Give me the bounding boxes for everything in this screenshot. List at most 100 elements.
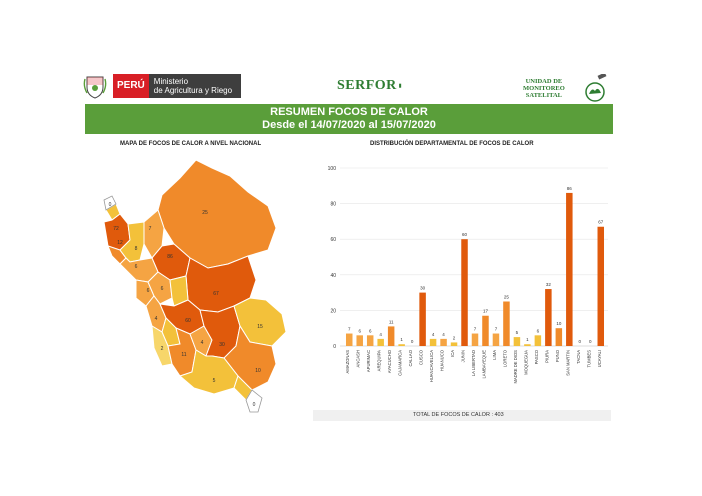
x-tick-label: HUANUCO [440, 349, 445, 371]
bar-value-label: 2 [453, 335, 456, 340]
region-loreto [157, 159, 277, 269]
x-tick-label: TACNA [576, 350, 581, 364]
bar-value-label: 0 [411, 339, 414, 344]
map-label-cajamarca: 8 [135, 246, 138, 252]
x-tick-label: LIMA [492, 350, 497, 360]
bar-value-label: 30 [420, 286, 426, 291]
map-label-ica: 2 [161, 346, 164, 352]
ums-line1: UNIDAD DE [525, 78, 563, 85]
bar-value-label: 25 [504, 295, 510, 300]
satellite-logo-icon [585, 74, 607, 102]
bar-value-label: 60 [462, 232, 468, 237]
bar-lima [492, 333, 500, 346]
bar-moquegua [524, 344, 531, 346]
map-label-loreto: 25 [202, 210, 208, 216]
chart-x-axis: AMAZONAS ANCASH APURIMAC AREQUIPA AYACUCHO CA… [345, 349, 602, 383]
serfor-mark-icon: ▮ [398, 83, 403, 89]
map-label-cusco: 30 [219, 342, 225, 348]
bar-value-label: 7 [474, 327, 477, 332]
serfor-logo: SERFOR ▮ [337, 78, 402, 94]
region-arequipa [179, 349, 239, 395]
x-tick-label: UCAYALI [597, 350, 602, 367]
x-tick-label: CALLAO [408, 349, 413, 366]
y-tick-label: 40 [330, 273, 336, 279]
header: PERÚ Ministerio de Agricultura y Riego S… [83, 64, 613, 104]
y-tick-label: 100 [328, 166, 337, 172]
map-label-ancash: 6 [147, 288, 150, 294]
map-label-tacna: 0 [253, 402, 256, 408]
ums-line2: MONITOREO [523, 85, 565, 92]
x-tick-label: ANCASH [356, 350, 361, 367]
bar-value-label: 7 [348, 327, 351, 332]
bar-value-label: 67 [598, 220, 604, 225]
bar-cusco [419, 292, 426, 346]
y-tick-label: 60 [330, 237, 336, 243]
ministry-line2: de Agricultura y Riego [153, 86, 233, 95]
bar-value-label: 6 [358, 328, 361, 333]
bar-san-martin [566, 192, 573, 346]
bar-value-label: 11 [389, 319, 394, 324]
bar-value-label: 17 [483, 309, 489, 314]
bar-arequipa [377, 338, 384, 346]
bar-amazonas [345, 333, 353, 346]
bar-ica [450, 342, 458, 346]
chart-title: DISTRIBUCIÓN DEPARTAMENTAL DE FOCOS DE C… [370, 141, 534, 147]
map-title: MAPA DE FOCOS DE CALOR A NIVEL NACIONAL [120, 141, 262, 147]
map-label-ayacucho: 11 [181, 352, 186, 358]
chart-y-axis: 0 20 40 60 80 100 [328, 166, 337, 350]
bar-value-label: 7 [495, 327, 498, 332]
map-label-apurimac: 4 [201, 340, 204, 346]
map-label-tumbes: 0 [109, 202, 112, 208]
x-tick-label: AYACUCHO [387, 349, 392, 373]
map-label-lambayeque: 12 [117, 240, 123, 246]
total-hotspots: TOTAL DE FOCOS DE CALOR : 403 [313, 410, 611, 421]
report-banner: RESUMEN FOCOS DE CALOR Desde el 14/07/20… [85, 104, 613, 134]
region-tumbes-outline [103, 195, 117, 211]
ministry-label: Ministerio de Agricultura y Riego [148, 74, 241, 98]
map-label-la-libertad: 6 [135, 264, 138, 270]
bar-value-label: 86 [567, 186, 573, 191]
x-tick-label: SAN MARTIN [565, 350, 570, 376]
x-tick-label: HUANCAVELICA [429, 350, 434, 382]
y-tick-label: 80 [330, 202, 336, 208]
peru-shield-icon [83, 76, 107, 99]
bar-junin [461, 239, 468, 346]
region-tacna [245, 389, 263, 413]
bar-value-label: 0 [579, 339, 582, 344]
map-label-madre-de-dios: 15 [257, 324, 263, 330]
bar-value-label: 4 [379, 332, 382, 337]
peru-label: PERÚ [113, 74, 149, 98]
peru-heat-map: 25 0 72 12 7 8 86 6 6 67 6 60 4 30 2 11 … [103, 159, 287, 413]
bar-value-label: 0 [589, 339, 592, 344]
bar-apurimac [366, 335, 374, 346]
x-tick-label: LORETO [502, 349, 507, 367]
ums-label: UNIDAD DE MONITOREO SATELITAL [523, 78, 565, 99]
bar-ayacucho [387, 326, 395, 346]
bar-value-label: 32 [546, 282, 552, 287]
bar-value-label: 6 [369, 328, 372, 333]
x-tick-label: JUNIN [461, 350, 466, 362]
ministry-line1: Ministerio [153, 77, 189, 86]
bar-value-label: 4 [432, 332, 435, 337]
x-tick-label: MADRE DE DIOS [513, 350, 518, 384]
bar-value-label: 1 [526, 337, 529, 342]
bar-lambayeque [482, 315, 489, 346]
map-label-ucayali: 67 [213, 291, 219, 297]
bar-huancavelica [429, 338, 437, 346]
map-label-huanuco: 6 [161, 286, 164, 292]
x-tick-label: AMAZONAS [345, 350, 350, 374]
banner-title: RESUMEN FOCOS DE CALOR [270, 106, 428, 118]
x-tick-label: PIURA [544, 350, 549, 363]
x-tick-label: CAJAMARCA [398, 350, 403, 376]
y-tick-label: 0 [333, 344, 336, 350]
bar-value-label: 4 [442, 332, 445, 337]
map-label-amazonas: 7 [149, 226, 152, 232]
map-label-junin: 60 [185, 318, 191, 324]
bar-value-label: 10 [556, 321, 562, 326]
map-label-piura: 72 [113, 226, 119, 232]
x-tick-label: APURIMAC [366, 350, 371, 372]
bar-value-label: 6 [537, 328, 540, 333]
y-tick-label: 20 [330, 308, 336, 314]
bar-value-label: 1 [400, 337, 403, 342]
ums-line3: SATELITAL [525, 92, 563, 99]
